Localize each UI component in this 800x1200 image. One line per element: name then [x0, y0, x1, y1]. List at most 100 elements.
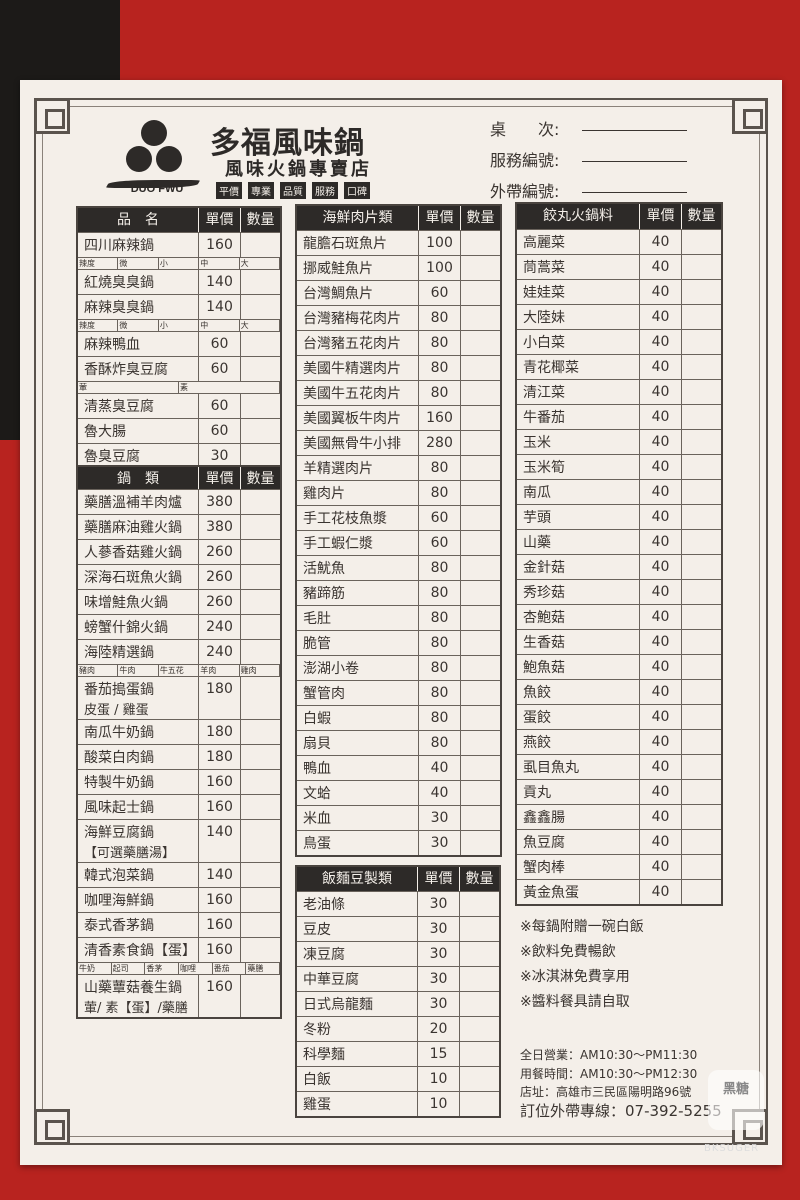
menu-item-row[interactable]: 文蛤 40 [297, 780, 500, 805]
menu-item-row[interactable]: 羊精選肉片 80 [297, 455, 500, 480]
menu-item-row[interactable]: 科學麵 15 [297, 1041, 499, 1066]
quantity-cell[interactable] [682, 355, 721, 379]
quantity-cell[interactable] [241, 720, 280, 744]
menu-item-row[interactable]: 台灣鯛魚片 60 [297, 280, 500, 305]
quantity-cell[interactable] [682, 830, 721, 854]
quantity-cell[interactable] [460, 992, 499, 1016]
quantity-cell[interactable] [682, 280, 721, 304]
menu-item-row[interactable]: 美國牛精選肉片 80 [297, 355, 500, 380]
quantity-cell[interactable] [460, 892, 499, 916]
menu-item-row[interactable]: 娃娃菜 40 [517, 279, 721, 304]
menu-item-row[interactable]: 芋頭 40 [517, 504, 721, 529]
menu-item-row[interactable]: 泰式香茅鍋 160 [78, 912, 280, 937]
quantity-cell[interactable] [241, 419, 280, 443]
option-checkbox[interactable]: 咖哩 [179, 963, 213, 974]
quantity-cell[interactable] [461, 231, 500, 255]
quantity-cell[interactable] [461, 406, 500, 430]
menu-item-row[interactable]: 清香素食鍋【蛋】 160 [78, 937, 280, 962]
menu-item-row[interactable]: 中華豆腐 30 [297, 966, 499, 991]
quantity-cell[interactable] [241, 394, 280, 418]
quantity-cell[interactable] [461, 606, 500, 630]
menu-item-row[interactable]: 清江菜 40 [517, 379, 721, 404]
blank-line[interactable] [582, 192, 687, 193]
table-number-field[interactable]: 桌 次: [490, 112, 687, 143]
menu-item-row[interactable]: 白蝦 80 [297, 705, 500, 730]
menu-item-row[interactable]: 生香菇 40 [517, 629, 721, 654]
blank-line[interactable] [582, 130, 687, 131]
menu-item-row[interactable]: 香酥炸臭豆腐 60 [78, 356, 280, 381]
menu-item-row[interactable]: 虱目魚丸 40 [517, 754, 721, 779]
quantity-cell[interactable] [460, 1092, 499, 1116]
menu-item-row[interactable]: 蛋餃 40 [517, 704, 721, 729]
menu-item-row[interactable]: 海陸精選鍋 240 [78, 639, 280, 664]
quantity-cell[interactable] [682, 305, 721, 329]
menu-item-row[interactable]: 紅燒臭臭鍋 140 [78, 269, 280, 294]
option-checkbox[interactable]: 微 [118, 320, 159, 331]
quantity-cell[interactable] [241, 295, 280, 319]
menu-item-row[interactable]: 活魷魚 80 [297, 555, 500, 580]
option-checkbox[interactable]: 藥膳 [246, 963, 281, 974]
option-checkbox[interactable]: 牛五花 [159, 665, 200, 676]
quantity-cell[interactable] [682, 730, 721, 754]
option-checkbox[interactable]: 大 [240, 320, 281, 331]
quantity-cell[interactable] [461, 681, 500, 705]
menu-item-row[interactable]: 四川麻辣鍋 160 [78, 232, 280, 257]
quantity-cell[interactable] [461, 581, 500, 605]
menu-item-row[interactable]: 毛肚 80 [297, 605, 500, 630]
menu-item-row[interactable]: 挪威鮭魚片 100 [297, 255, 500, 280]
option-checkbox[interactable]: 小 [159, 258, 200, 269]
quantity-cell[interactable] [461, 256, 500, 280]
menu-item-row[interactable]: 咖哩海鮮鍋 160 [78, 887, 280, 912]
menu-item-row[interactable]: 雞蛋 10 [297, 1091, 499, 1116]
option-checkbox[interactable]: 牛奶 [78, 963, 112, 974]
menu-item-row[interactable]: 清蒸臭豆腐 60 [78, 393, 280, 418]
menu-item-row[interactable]: 美國無骨牛小排 280 [297, 430, 500, 455]
menu-item-row[interactable]: 麻辣鴨血 60 [78, 331, 280, 356]
menu-item-row[interactable]: 金針菇 40 [517, 554, 721, 579]
quantity-cell[interactable] [460, 1042, 499, 1066]
blank-line[interactable] [582, 161, 687, 162]
quantity-cell[interactable] [682, 755, 721, 779]
quantity-cell[interactable] [682, 705, 721, 729]
menu-item-row[interactable]: 味增鮭魚火鍋 260 [78, 589, 280, 614]
quantity-cell[interactable] [461, 631, 500, 655]
option-checkbox[interactable]: 大 [240, 258, 281, 269]
menu-item-row[interactable]: 魚豆腐 40 [517, 829, 721, 854]
quantity-cell[interactable] [461, 781, 500, 805]
option-checkbox[interactable]: 豬肉 [78, 665, 119, 676]
menu-item-row[interactable]: 鳥蛋 30 [297, 830, 500, 855]
quantity-cell[interactable] [682, 580, 721, 604]
menu-item-row[interactable]: 酸菜白肉鍋 180 [78, 744, 280, 769]
menu-item-row[interactable]: 特製牛奶鍋 160 [78, 769, 280, 794]
menu-item-row[interactable]: 日式烏龍麵 30 [297, 991, 499, 1016]
quantity-cell[interactable] [682, 655, 721, 679]
quantity-cell[interactable] [682, 405, 721, 429]
menu-item-row[interactable]: 大陸妹 40 [517, 304, 721, 329]
menu-item-row[interactable]: 鮑魚菇 40 [517, 654, 721, 679]
menu-item-row[interactable]: 美國牛五花肉片 80 [297, 380, 500, 405]
menu-item-row[interactable]: 澎湖小卷 80 [297, 655, 500, 680]
menu-item-row[interactable]: 燕餃 40 [517, 729, 721, 754]
menu-item-row[interactable]: 南瓜牛奶鍋 180 [78, 719, 280, 744]
option-checkbox[interactable]: 素 [179, 382, 280, 393]
quantity-cell[interactable] [682, 455, 721, 479]
menu-item-row[interactable]: 秀珍菇 40 [517, 579, 721, 604]
menu-item-row[interactable]: 鴨血 40 [297, 755, 500, 780]
option-checkbox[interactable]: 香茅 [145, 963, 180, 974]
quantity-cell[interactable] [461, 331, 500, 355]
quantity-cell[interactable] [682, 380, 721, 404]
menu-item-row[interactable]: 風味起士鍋 160 [78, 794, 280, 819]
quantity-cell[interactable] [461, 306, 500, 330]
option-checkbox[interactable]: 葷 [78, 382, 179, 393]
quantity-cell[interactable] [241, 565, 280, 589]
quantity-cell[interactable] [461, 556, 500, 580]
menu-item-row[interactable]: 老油條 30 [297, 891, 499, 916]
quantity-cell[interactable] [241, 975, 280, 1017]
menu-item-row[interactable]: 魯臭豆腐 30 [78, 443, 280, 468]
quantity-cell[interactable] [241, 332, 280, 356]
menu-item-row[interactable]: 冬粉 20 [297, 1016, 499, 1041]
menu-item-row[interactable]: 凍豆腐 30 [297, 941, 499, 966]
quantity-cell[interactable] [461, 281, 500, 305]
menu-item-row[interactable]: 雞肉片 80 [297, 480, 500, 505]
quantity-cell[interactable] [461, 531, 500, 555]
